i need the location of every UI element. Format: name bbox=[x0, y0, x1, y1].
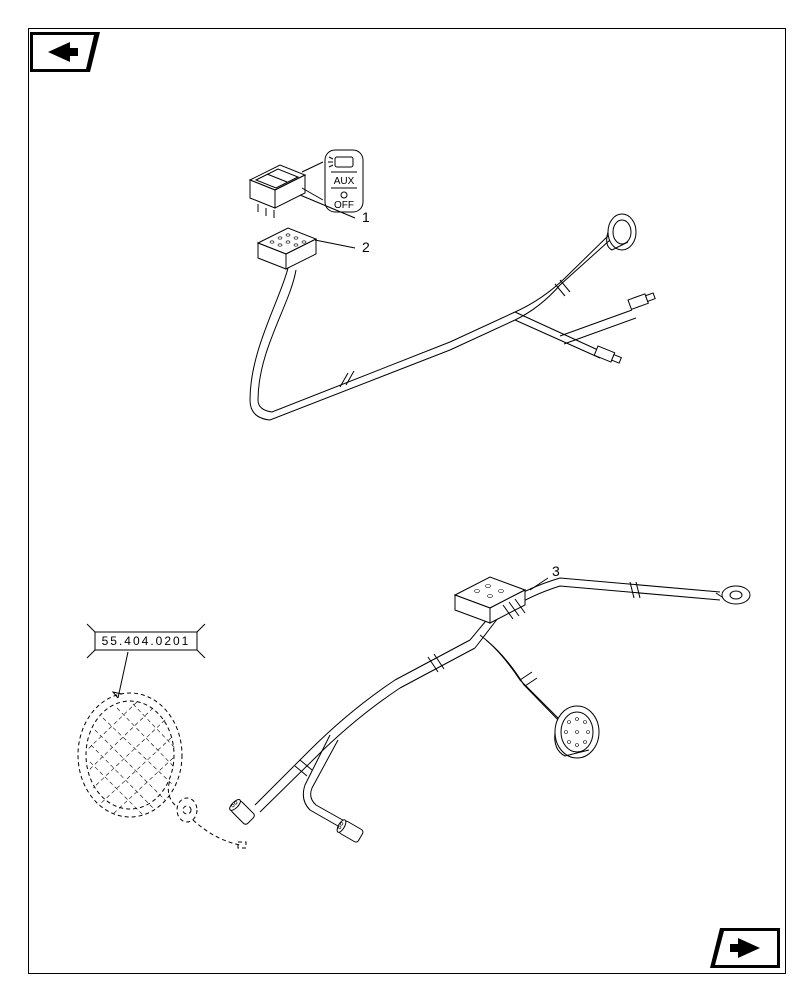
switch-label-off: OFF bbox=[334, 200, 354, 211]
connector-top bbox=[258, 228, 316, 269]
diagram-svg: AUX OFF 1 2 bbox=[0, 0, 812, 1000]
switch-label-aux: AUX bbox=[334, 176, 355, 187]
ref-label-box: 55.404.0201 bbox=[87, 624, 205, 658]
round-connector-top bbox=[607, 214, 636, 250]
multipin-connector bbox=[555, 706, 599, 758]
switch-label-plate: AUX OFF bbox=[325, 150, 363, 212]
rect-connector-bottom bbox=[455, 577, 525, 623]
spade-terminal-2 bbox=[594, 346, 622, 365]
ring-terminal bbox=[716, 586, 750, 604]
bullet-connector-2 bbox=[335, 819, 364, 844]
spade-terminal-1 bbox=[628, 291, 656, 309]
callout-3: 3 bbox=[552, 563, 560, 579]
bullet-connector-1 bbox=[228, 798, 256, 826]
ref-label-text: 55.404.0201 bbox=[102, 634, 191, 648]
callout-2: 2 bbox=[362, 239, 370, 255]
top-harness-wires bbox=[250, 232, 636, 420]
callout-1: 1 bbox=[362, 209, 370, 225]
rocker-switch bbox=[250, 165, 305, 218]
work-light bbox=[78, 693, 246, 848]
